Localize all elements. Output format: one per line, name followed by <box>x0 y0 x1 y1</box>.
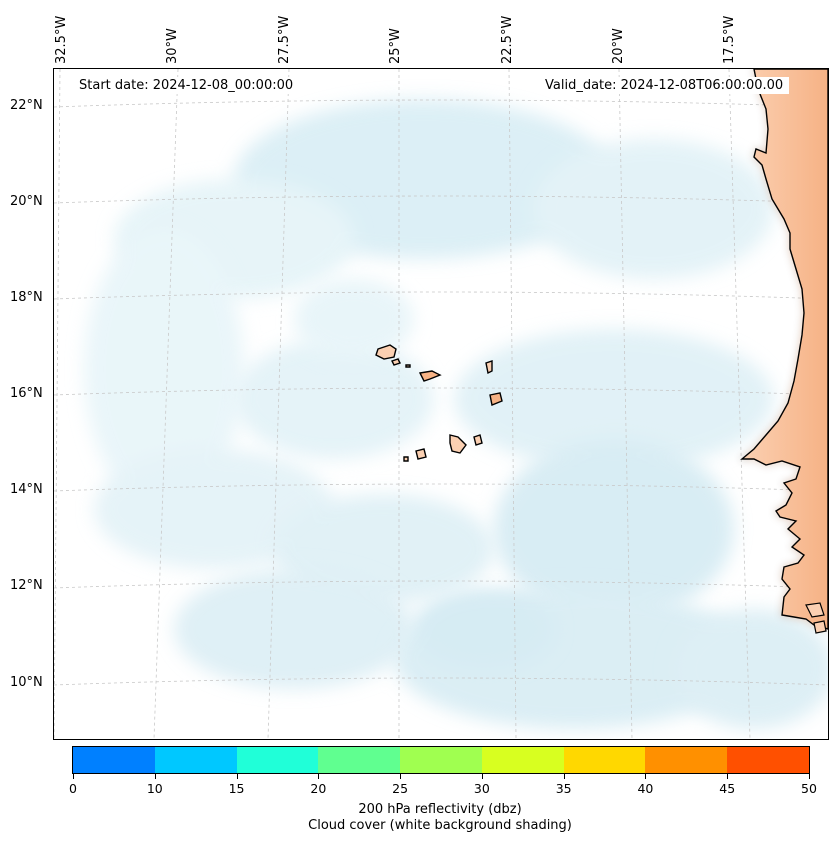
colorbar-tick-label: 15 <box>228 781 245 796</box>
colorbar-tick <box>563 774 565 779</box>
colorbar-label-cloud-cover: Cloud cover (white background shading) <box>308 818 572 833</box>
lon-label-30w: 30°W <box>165 28 180 64</box>
lat-label-16n: 16°N <box>10 386 43 401</box>
colorbar-segment <box>563 747 646 773</box>
colorbar-segment <box>727 747 810 773</box>
colorbar-tick <box>809 774 810 779</box>
colorbar-tick <box>645 774 647 779</box>
colorbar-tick-label: 10 <box>146 781 163 796</box>
colorbar-segment <box>645 747 728 773</box>
lon-label-32-5w: 32.5°W <box>54 15 69 64</box>
lat-label-22n: 22°N <box>10 98 43 113</box>
cape-verde-islands <box>375 344 503 462</box>
lon-label-17-5w: 17.5°W <box>722 15 737 64</box>
lat-label-20n: 20°N <box>10 194 43 209</box>
colorbar-tick-label: 40 <box>637 781 654 796</box>
cloud-cover-shading <box>84 99 828 729</box>
lat-label-14n: 14°N <box>10 482 43 497</box>
colorbar-segment <box>400 747 482 773</box>
lat-label-10n: 10°N <box>10 675 43 690</box>
colorbar-tick-label: 0 <box>69 781 77 796</box>
colorbar-segment <box>318 747 401 773</box>
colorbar-tick <box>400 774 402 779</box>
colorbar-segment <box>73 747 155 773</box>
lat-label-12n: 12°N <box>10 578 43 593</box>
colorbar-tick <box>154 774 156 779</box>
colorbar-tick-label: 50 <box>801 781 817 796</box>
lon-label-25w: 25°W <box>388 28 403 64</box>
lat-label-18n: 18°N <box>10 290 43 305</box>
colorbar-tick-label: 20 <box>310 781 327 796</box>
colorbar-tick <box>727 774 729 779</box>
lon-label-20w: 20°W <box>611 28 626 64</box>
map-canvas <box>54 69 828 739</box>
colorbar-tick <box>481 774 483 779</box>
colorbar <box>72 746 810 774</box>
africa-land <box>739 69 828 634</box>
colorbar-tick <box>73 774 74 779</box>
start-date-label: Start date: 2024-12-08_00:00:00 <box>73 77 300 94</box>
lon-label-27-5w: 27.5°W <box>277 15 292 64</box>
colorbar-tick-label: 45 <box>719 781 736 796</box>
colorbar-title: 200 hPa reflectivity (dbz) Cloud cover (… <box>0 802 837 834</box>
colorbar-segment <box>236 747 319 773</box>
colorbar-segment <box>481 747 564 773</box>
map-panel[interactable] <box>53 68 829 740</box>
colorbar-segment <box>154 747 237 773</box>
colorbar-tick-label: 25 <box>392 781 409 796</box>
lon-label-22-5w: 22.5°W <box>500 15 515 64</box>
colorbar-tick-label: 30 <box>473 781 490 796</box>
colorbar-tick <box>318 774 320 779</box>
graticule <box>54 69 828 739</box>
colorbar-tick-label: 35 <box>555 781 572 796</box>
colorbar-tick <box>236 774 238 779</box>
valid-date-label: Valid_date: 2024-12-08T06:00:00.00 <box>539 77 790 94</box>
colorbar-label-reflectivity: 200 hPa reflectivity (dbz) <box>358 802 522 817</box>
